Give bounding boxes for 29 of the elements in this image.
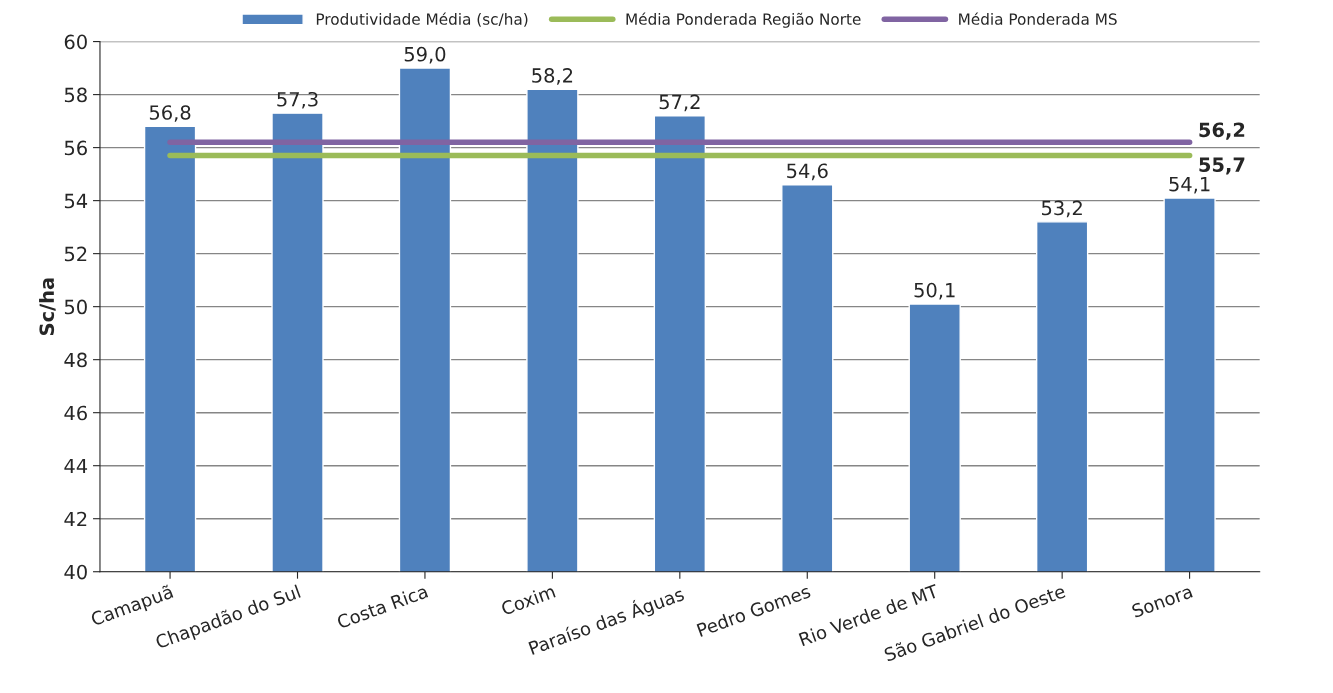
data-label: 54,1 [1169,176,1210,194]
data-label: 50,1 [914,282,955,300]
legend-label: Média Ponderada Região Norte [626,12,861,28]
data-label: 54,6 [787,163,828,181]
y-tick-label: 40 [64,564,87,580]
y-tick-label: 48 [64,352,87,368]
x-tick-label: Costa Rica [336,584,429,629]
y-tick-label: 60 [64,34,87,50]
data-label: 55,7 [1199,157,1245,175]
data-label: 56,8 [149,105,191,122]
y-tick-label: 52 [64,246,87,262]
data-label: 57,2 [659,94,700,112]
data-label: 56,2 [1199,122,1245,140]
data-label: 58,2 [532,68,573,85]
y-tick-label: 50 [64,299,87,315]
legend-label: Média Ponderada MS [959,12,1117,25]
data-label: 53,2 [1042,200,1082,218]
y-tick-label: 44 [64,458,88,474]
y-axis-title: Sc/ha [39,278,56,336]
x-tick-label: Sonora [1131,584,1193,618]
y-tick-label: 58 [64,87,87,103]
legend-label: Produtividade Média (sc/ha) [316,12,528,27]
y-tick-label: 56 [64,140,87,156]
y-tick-label: 54 [64,193,88,209]
data-label: 57,3 [277,91,318,109]
y-tick-label: 42 [64,511,87,527]
data-label: 59,0 [404,46,446,64]
y-tick-label: 46 [64,405,87,421]
x-tick-label: Coxim [500,584,556,616]
